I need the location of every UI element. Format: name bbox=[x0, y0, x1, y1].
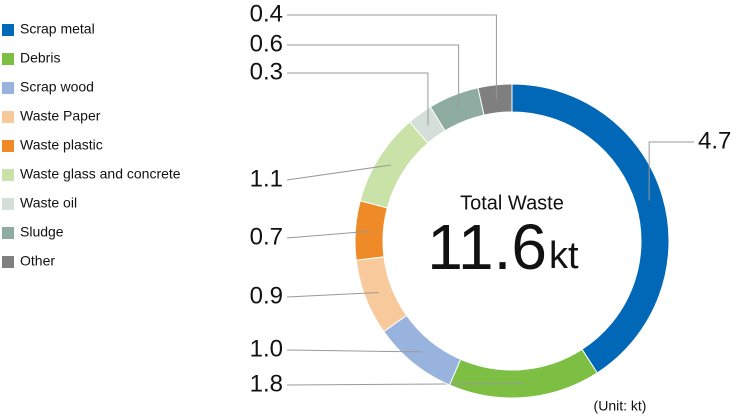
donut-segment bbox=[477, 83, 513, 116]
legend-swatch bbox=[2, 53, 14, 65]
value-label: 0.3 bbox=[250, 58, 283, 85]
value-label: 1.0 bbox=[250, 335, 283, 362]
leader-line bbox=[286, 164, 391, 181]
value-label: 1.8 bbox=[250, 370, 283, 397]
legend-swatch bbox=[2, 169, 14, 181]
legend-label: Debris bbox=[20, 50, 60, 66]
donut-segment bbox=[354, 200, 388, 261]
donut-segment bbox=[448, 348, 598, 399]
donut-segment bbox=[383, 314, 462, 386]
legend-swatch bbox=[2, 82, 14, 94]
legend-label: Scrap metal bbox=[20, 21, 95, 37]
value-label: 0.4 bbox=[250, 0, 283, 27]
value-label: 0.7 bbox=[250, 223, 283, 250]
leader-line bbox=[286, 383, 524, 386]
legend-label: Scrap wood bbox=[20, 79, 94, 95]
legend-swatch bbox=[2, 256, 14, 268]
legend-label: Sludge bbox=[20, 224, 64, 240]
unit-note: (Unit: kt) bbox=[594, 398, 647, 414]
total-unit: kt bbox=[549, 235, 579, 277]
donut-segment bbox=[355, 256, 408, 333]
legend-label: Waste glass and concrete bbox=[20, 166, 181, 182]
legend-label: Other bbox=[20, 253, 55, 269]
leader-line bbox=[648, 141, 694, 201]
legend-label: Waste plastic bbox=[20, 137, 103, 153]
value-label: 1.1 bbox=[250, 165, 283, 192]
leader-line bbox=[286, 349, 422, 353]
value-label: 0.9 bbox=[250, 282, 283, 309]
value-label: 4.7 bbox=[698, 127, 731, 154]
legend-swatch bbox=[2, 227, 14, 239]
donut-segment bbox=[359, 121, 429, 209]
legend-label: Waste Paper bbox=[20, 108, 101, 124]
leader-line bbox=[287, 44, 460, 109]
leader-line bbox=[286, 292, 379, 298]
leader-line bbox=[287, 72, 429, 126]
legend-swatch bbox=[2, 111, 14, 123]
leader-line bbox=[286, 230, 370, 239]
legend-swatch bbox=[2, 140, 14, 152]
value-label: 0.6 bbox=[250, 30, 283, 57]
total-value: 11.6 bbox=[427, 211, 547, 283]
legend-label: Waste oil bbox=[20, 195, 77, 211]
center-label: Total Waste bbox=[460, 192, 564, 214]
legend-swatch bbox=[2, 24, 14, 36]
legend-swatch bbox=[2, 198, 14, 210]
leader-line bbox=[287, 14, 497, 99]
